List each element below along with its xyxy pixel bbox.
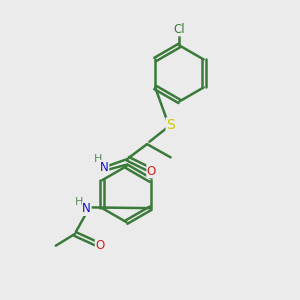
Text: N: N [82, 202, 91, 215]
Text: O: O [95, 239, 105, 252]
Text: O: O [147, 165, 156, 178]
Text: S: S [166, 118, 175, 132]
Text: H: H [94, 154, 102, 164]
Text: H: H [75, 197, 83, 207]
Text: N: N [100, 160, 109, 174]
Text: Cl: Cl [174, 23, 185, 36]
